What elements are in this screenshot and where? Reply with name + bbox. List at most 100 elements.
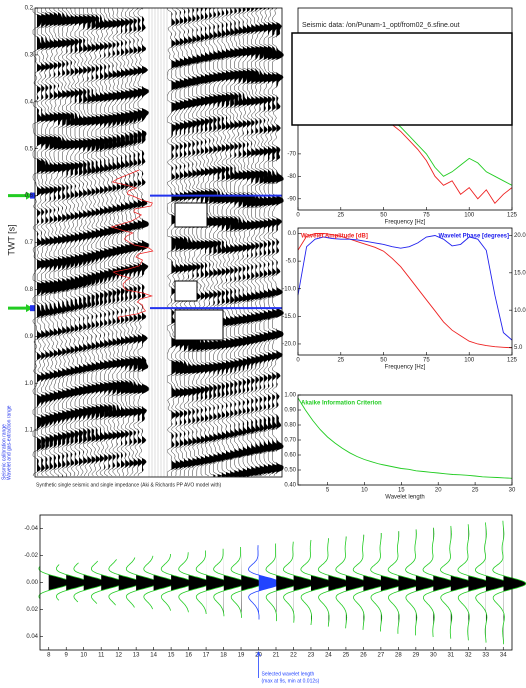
trace-fill <box>116 8 124 477</box>
x-tick-label: 25 <box>472 488 479 494</box>
trace-fill <box>179 8 187 477</box>
x-tick-label: 34 <box>500 653 507 659</box>
trace-fill <box>175 8 183 477</box>
x-tick-label: 26 <box>360 653 367 659</box>
x-tick-label: 21 <box>273 653 280 659</box>
x-tick-label: 50 <box>380 213 387 219</box>
y-tick-label: 1.1 <box>25 428 34 434</box>
wavelet-fill <box>153 555 176 610</box>
horizon-pick <box>30 192 35 199</box>
trace-line <box>87 8 99 477</box>
wavelet-fill <box>293 541 316 623</box>
annotation-arrow <box>256 651 261 678</box>
trace-line <box>183 7 196 476</box>
trace-fill <box>230 8 238 477</box>
wavelet-fill <box>171 554 194 611</box>
trace-fill <box>91 8 99 477</box>
x-tick-label: 22 <box>290 653 297 659</box>
trace-fill <box>196 8 204 477</box>
x-tick-label: 33 <box>482 653 489 659</box>
trace-fill <box>184 8 191 477</box>
y-tick-label: -20.0 <box>282 342 296 348</box>
x-tick-label: 30 <box>509 488 516 494</box>
trace-fill <box>58 8 65 477</box>
x-tick-label: 23 <box>308 653 315 659</box>
trace-fill <box>171 8 179 477</box>
trace-fill <box>104 8 112 477</box>
x-tick-label: 29 <box>413 653 420 659</box>
x-axis-label: Frequency [Hz] <box>385 220 426 226</box>
x-tick-label: 16 <box>185 653 192 659</box>
y-tick-label: -80 <box>287 174 296 180</box>
wavelet-fill <box>398 531 421 634</box>
trace-line <box>196 7 209 476</box>
y-tick-label: 0.40 <box>284 483 296 489</box>
x-tick-label: 75 <box>423 358 430 364</box>
trace-line <box>225 7 238 477</box>
trace-fill <box>226 8 233 477</box>
trace-fill <box>234 8 242 477</box>
wavelet-fill <box>328 538 351 627</box>
trace-fill <box>192 8 200 477</box>
trace-line <box>267 7 280 477</box>
y-tick-label: 0.60 <box>284 453 296 459</box>
y-tick-label: 0.04 <box>26 634 38 640</box>
x-tick-label: 75 <box>423 213 430 219</box>
y-tick-label: -10.0 <box>282 286 296 292</box>
wavelet-fill <box>48 566 71 599</box>
line-series <box>297 233 513 349</box>
y-tick-label: 15.0 <box>514 270 526 276</box>
x-tick-label: 24 <box>325 653 332 659</box>
trace-line <box>133 7 146 477</box>
x-tick-label: 13 <box>133 653 140 659</box>
wavelet-fill <box>118 559 141 606</box>
y-tick-label: 10.0 <box>514 308 526 314</box>
wavelet-fill <box>101 561 124 604</box>
trace-line <box>259 7 272 477</box>
wavelet-fill <box>380 533 404 632</box>
trace-line <box>116 7 129 477</box>
trace-fill <box>137 8 145 477</box>
x-tick-label: 125 <box>507 213 518 219</box>
trace-fill <box>259 8 267 477</box>
trace-line <box>263 7 276 477</box>
x-tick-label: 50 <box>380 358 387 364</box>
trace-line <box>108 8 120 477</box>
y-tick-label: 0.7 <box>25 240 34 246</box>
trace-line <box>179 7 192 477</box>
wavelet-fill <box>206 550 229 614</box>
trace-line <box>53 8 66 477</box>
trace-fill <box>87 8 95 477</box>
trace-fill <box>242 8 250 477</box>
trace-line <box>221 7 234 477</box>
x-tick-label: 14 <box>150 653 157 659</box>
trace-line <box>95 8 108 477</box>
trace-fill <box>205 8 212 477</box>
trace-line <box>66 7 78 477</box>
trace-fill <box>268 8 275 477</box>
trace-line <box>255 7 267 477</box>
y-tick-label: 0.00 <box>26 580 38 586</box>
trace-line <box>57 8 70 477</box>
occlusion-box <box>174 202 208 228</box>
trace-fill <box>200 8 208 477</box>
legend-entry: Akaike Information Criterion <box>301 401 382 407</box>
y-tick-label: -0.04 <box>24 526 38 532</box>
x-tick-label: 31 <box>447 653 454 659</box>
trace-fill <box>129 8 137 477</box>
trace-line <box>217 8 230 477</box>
trace-line <box>83 8 95 477</box>
x-tick-label: 10 <box>80 653 87 659</box>
trace-fill <box>247 8 254 477</box>
side-label: Seismic calibration range <box>1 424 7 480</box>
wavelet-fill <box>311 540 334 625</box>
x-tick-label: 15 <box>168 653 175 659</box>
trace-line <box>74 8 87 477</box>
y-tick-label: 0.2 <box>25 6 34 12</box>
y-tick-label: 1.0 <box>25 381 34 387</box>
x-tick-label: 10 <box>361 488 368 494</box>
y-tick-label: -0.02 <box>24 553 38 559</box>
occlusion-box <box>174 280 198 302</box>
y-tick-label: 0.6 <box>25 193 34 199</box>
